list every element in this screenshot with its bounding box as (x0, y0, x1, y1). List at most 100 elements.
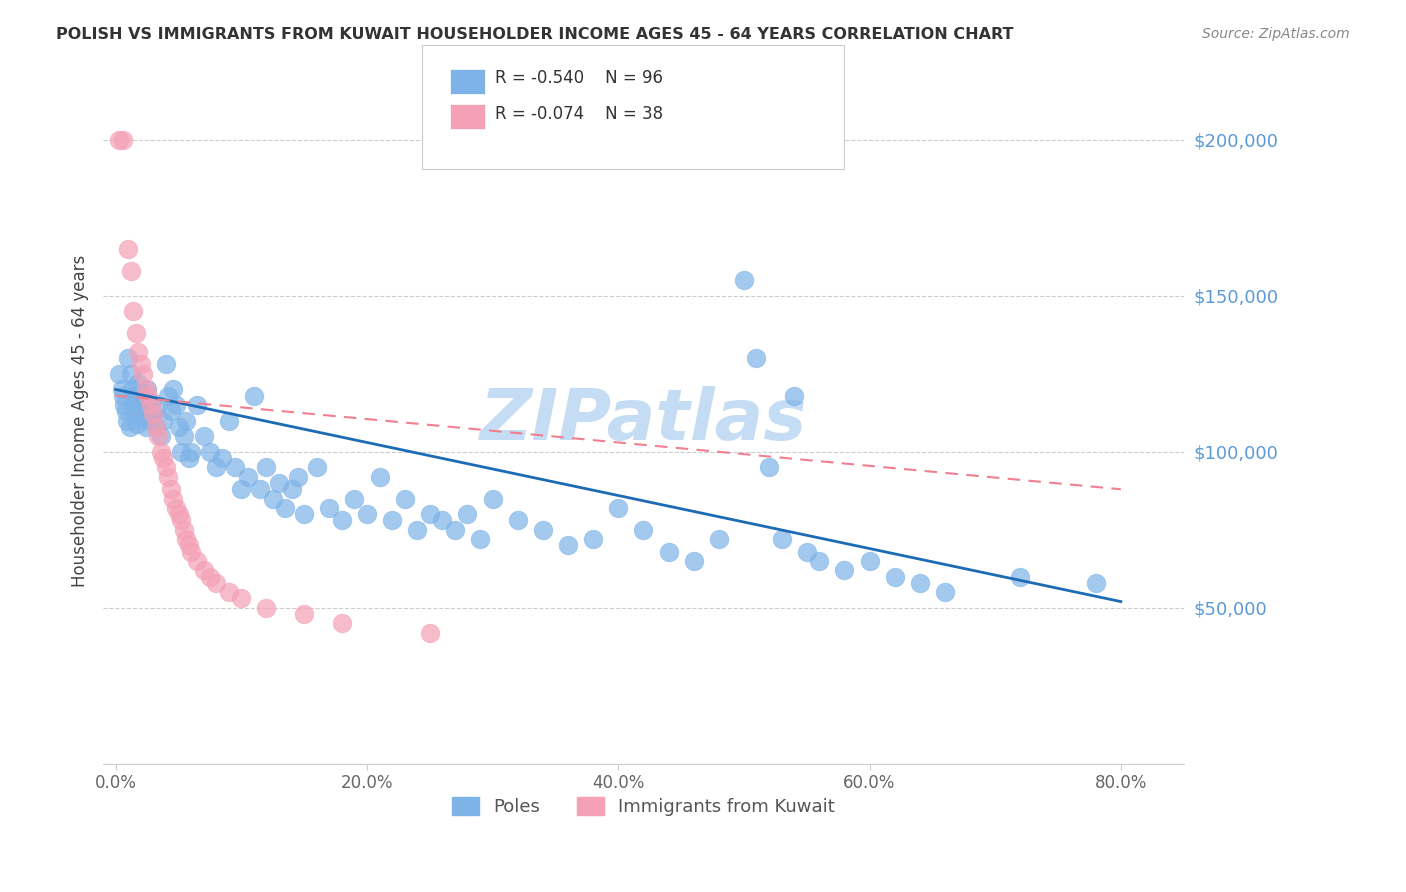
Poles (292, 507, 315, 521)
Poles (117, 351, 139, 366)
Poles (368, 470, 391, 484)
Poles (249, 483, 271, 497)
Immigrants from Kuwait (117, 242, 139, 256)
Poles (198, 445, 221, 459)
Poles (481, 491, 503, 506)
Poles (160, 404, 183, 418)
Immigrants from Kuwait (120, 264, 142, 278)
Immigrants from Kuwait (138, 389, 160, 403)
Poles (127, 376, 149, 391)
Immigrants from Kuwait (231, 591, 253, 606)
Legend: Poles, Immigrants from Kuwait: Poles, Immigrants from Kuwait (444, 789, 842, 823)
Poles (145, 420, 167, 434)
Poles (125, 417, 148, 431)
Immigrants from Kuwait (112, 133, 135, 147)
Poles (152, 414, 174, 428)
Poles (138, 414, 160, 428)
Poles (457, 507, 479, 521)
Poles (406, 523, 429, 537)
Poles (138, 398, 160, 412)
Poles (121, 383, 143, 397)
Poles (186, 398, 208, 412)
Poles (162, 383, 184, 397)
Immigrants from Kuwait (148, 429, 170, 443)
Poles (132, 401, 155, 416)
Poles (114, 398, 136, 412)
Poles (167, 420, 190, 434)
Poles (908, 575, 931, 590)
Poles (124, 389, 146, 403)
Immigrants from Kuwait (193, 563, 215, 577)
Poles (557, 538, 579, 552)
Poles (733, 273, 755, 287)
Poles (330, 513, 353, 527)
Poles (155, 358, 177, 372)
Poles (112, 389, 135, 403)
Immigrants from Kuwait (174, 532, 197, 546)
Poles (834, 563, 856, 577)
Poles (287, 470, 309, 484)
Poles (468, 532, 491, 546)
Poles (236, 470, 259, 484)
Poles (770, 532, 793, 546)
Poles (142, 408, 165, 422)
Poles (432, 513, 454, 527)
Poles (267, 476, 290, 491)
Immigrants from Kuwait (205, 575, 228, 590)
Poles (193, 429, 215, 443)
Immigrants from Kuwait (292, 607, 315, 621)
Poles (129, 385, 152, 400)
Poles (808, 554, 831, 568)
Poles (114, 404, 136, 418)
Poles (657, 544, 679, 558)
Immigrants from Kuwait (142, 408, 165, 422)
Poles (531, 523, 554, 537)
Poles (224, 460, 246, 475)
Poles (256, 460, 278, 475)
Immigrants from Kuwait (180, 544, 202, 558)
Poles (783, 389, 806, 403)
Immigrants from Kuwait (125, 326, 148, 341)
Immigrants from Kuwait (139, 398, 162, 412)
Poles (356, 507, 378, 521)
Poles (149, 429, 172, 443)
Text: R = -0.074    N = 38: R = -0.074 N = 38 (495, 105, 664, 123)
Poles (111, 383, 134, 397)
Poles (135, 420, 157, 434)
Poles (157, 389, 180, 403)
Poles (174, 414, 197, 428)
Poles (262, 491, 284, 506)
Poles (180, 445, 202, 459)
Poles (343, 491, 366, 506)
Poles (177, 451, 200, 466)
Poles (394, 491, 416, 506)
Immigrants from Kuwait (218, 585, 240, 599)
Poles (858, 554, 880, 568)
Immigrants from Kuwait (122, 304, 145, 318)
Poles (305, 460, 328, 475)
Immigrants from Kuwait (165, 500, 187, 515)
Immigrants from Kuwait (135, 383, 157, 397)
Poles (173, 429, 195, 443)
Text: R = -0.540    N = 96: R = -0.540 N = 96 (495, 70, 662, 87)
Immigrants from Kuwait (145, 420, 167, 434)
Immigrants from Kuwait (160, 483, 183, 497)
Poles (139, 395, 162, 409)
Poles (707, 532, 730, 546)
Poles (120, 367, 142, 381)
Text: Source: ZipAtlas.com: Source: ZipAtlas.com (1202, 27, 1350, 41)
Immigrants from Kuwait (186, 554, 208, 568)
Poles (280, 483, 302, 497)
Poles (136, 383, 159, 397)
Immigrants from Kuwait (129, 358, 152, 372)
Poles (170, 445, 193, 459)
Immigrants from Kuwait (149, 445, 172, 459)
Immigrants from Kuwait (330, 616, 353, 631)
Poles (506, 513, 529, 527)
Poles (607, 500, 630, 515)
Immigrants from Kuwait (162, 491, 184, 506)
Poles (381, 513, 404, 527)
Poles (444, 523, 467, 537)
Poles (274, 500, 297, 515)
Poles (633, 523, 655, 537)
